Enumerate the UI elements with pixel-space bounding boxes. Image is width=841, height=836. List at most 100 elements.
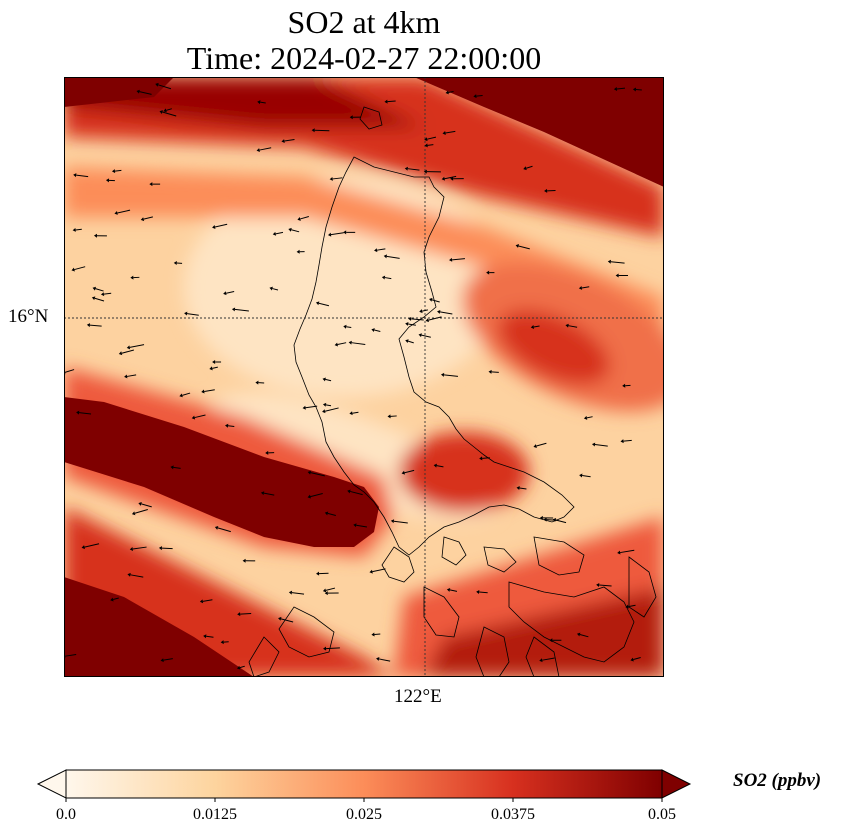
wind-arrow [371, 632, 381, 637]
wind-arrow [374, 248, 386, 253]
wind-arrow [401, 469, 415, 475]
coastline-island-1 [381, 546, 415, 583]
wind-arrow [615, 273, 629, 278]
wind-arrow [441, 175, 457, 181]
wind-arrow [316, 571, 329, 576]
wind-arrow [322, 402, 332, 407]
wind-arrow [419, 309, 429, 314]
wind-arrow [126, 344, 145, 350]
so2-central-hotspot [399, 432, 529, 512]
wind-arrow [404, 166, 420, 171]
wind-arrow [124, 374, 137, 379]
wind-arrow [348, 340, 366, 346]
coastline-island-10 [628, 556, 657, 618]
wind-arrow [591, 442, 608, 447]
colorbar-tick-label-0: 0.0 [56, 806, 76, 823]
coastline-island-2 [441, 536, 467, 566]
wind-arrow [349, 115, 361, 120]
wind-arrow [100, 292, 112, 297]
coastline-luzon [293, 156, 575, 556]
wind-arrow [437, 309, 453, 315]
wind-arrow [440, 372, 459, 377]
wind-arrow [479, 456, 490, 461]
wind-arrow [425, 316, 442, 323]
wind-arrow [118, 349, 135, 356]
wind-arrow [237, 612, 252, 617]
wind-arrow [523, 165, 533, 171]
wind-arrow [390, 519, 408, 524]
wind-arrow [81, 543, 100, 550]
wind-arrow [149, 182, 161, 187]
wind-arrow [625, 604, 636, 609]
so2-top-band-edge [64, 167, 664, 337]
wind-arrow [105, 178, 115, 183]
wind-arrow [383, 254, 400, 259]
coastline-island-7 [248, 636, 280, 677]
wind-arrow [138, 501, 152, 508]
wind-arrow [225, 423, 235, 428]
wind-arrow [424, 143, 434, 148]
colorbar-tick-label-3: 0.0375 [491, 806, 535, 823]
coastline-mindoro [278, 606, 335, 658]
wind-arrow [223, 291, 235, 296]
coastline [248, 106, 657, 677]
wind-arrow [92, 286, 104, 292]
wind-arrow [620, 439, 632, 444]
coastline-island-5 [508, 581, 635, 663]
wind-arrow [212, 360, 222, 365]
wind-arrow [311, 128, 330, 133]
wind-arrow [199, 599, 213, 604]
wind-arrow [329, 176, 343, 181]
wind-arrow [278, 616, 294, 623]
colorbar-tick-label-4: 0.05 [648, 806, 676, 823]
wind-arrow [418, 333, 431, 338]
colorbar-extend-low [36, 769, 67, 799]
wind-arrow [327, 232, 344, 237]
wind-arrow [159, 110, 177, 117]
so2-saturated-west-band [64, 397, 379, 547]
wind-vectors [64, 82, 642, 670]
wind-arrow [632, 87, 642, 92]
wind-arrow [130, 275, 140, 280]
wind-arrow [160, 658, 173, 663]
colorbar-extend-high [661, 769, 692, 799]
coastline-island-3 [483, 546, 517, 573]
wind-arrow [617, 549, 635, 555]
wind-arrow [539, 515, 554, 520]
wind-arrow [73, 173, 89, 178]
wind-arrow [209, 366, 218, 371]
wind-arrow [265, 450, 275, 455]
wind-arrow [486, 270, 495, 275]
wind-arrow [488, 369, 499, 374]
wind-arrow [269, 286, 279, 291]
wind-arrow [445, 90, 454, 95]
wind-arrow [476, 590, 488, 594]
wind-arrow [220, 640, 229, 645]
wind-arrow [349, 411, 359, 416]
wind-arrow [155, 82, 172, 90]
wind-arrow [236, 665, 245, 670]
wind-arrow [539, 657, 555, 663]
wind-arrow [450, 176, 464, 181]
so2-map-svg [64, 77, 664, 677]
wind-arrow [343, 230, 356, 235]
wind-arrow [622, 383, 631, 388]
wind-arrow [442, 130, 456, 135]
wind-arrow [347, 489, 363, 496]
wind-arrow [110, 597, 119, 602]
coastline-island-6 [423, 586, 460, 638]
wind-arrow [433, 463, 444, 468]
so2-east-core [498, 309, 610, 385]
wind-arrow [288, 590, 305, 595]
wind-arrow [322, 587, 336, 593]
map-panel [64, 77, 664, 677]
wind-arrow [424, 136, 437, 142]
coastline-island-4 [533, 536, 585, 576]
wind-arrow [369, 568, 386, 574]
wind-arrow [334, 342, 347, 347]
wind-arrow [212, 223, 228, 229]
wind-arrow [583, 415, 593, 420]
wind-arrow [93, 233, 107, 238]
wind-arrow [387, 414, 397, 419]
wind-arrow [163, 108, 172, 113]
